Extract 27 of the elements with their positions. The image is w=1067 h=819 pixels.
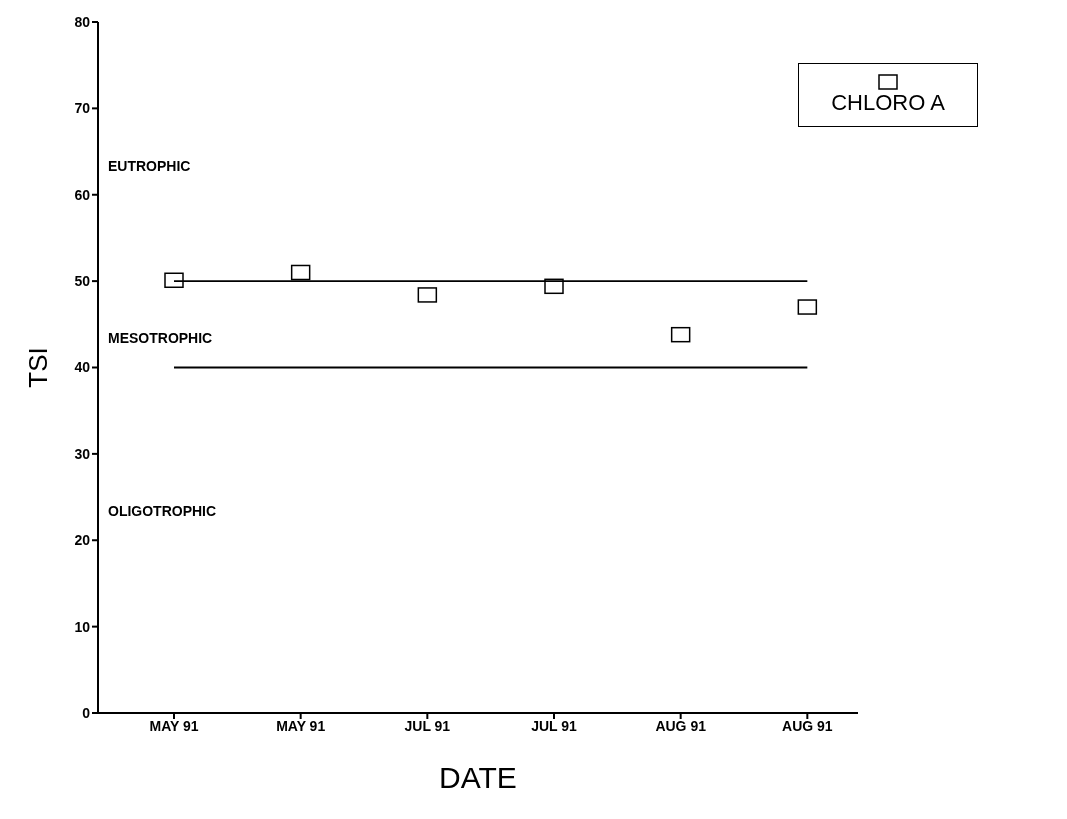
x-tick-label: MAY 91 [276, 717, 326, 734]
y-tick-label: 0 [82, 704, 91, 721]
x-tick-label: JUL 91 [531, 717, 578, 734]
point [417, 287, 438, 303]
y-tick-label: 50 [74, 273, 91, 290]
y-tick-label: 30 [74, 445, 91, 462]
point [797, 299, 818, 315]
point [290, 264, 311, 281]
x-tick-label: AUG 91 [782, 717, 833, 734]
point [164, 272, 184, 289]
y-tick-label: 10 [74, 618, 91, 635]
point [670, 326, 691, 343]
y-tick-label: 80 [74, 13, 91, 30]
annotation: MESOTROPHIC [108, 330, 213, 347]
x-tick-label: AUG 91 [655, 717, 707, 734]
annotation: OLIGOTROPHIC [108, 503, 217, 520]
legend-label: CHLORO A [831, 90, 945, 116]
y-tick-label: 60 [74, 186, 91, 203]
y-tick-label: 40 [74, 359, 91, 376]
x-axis-title: DATE [439, 761, 517, 794]
y-axis-title: TSI [23, 347, 54, 388]
point [544, 278, 564, 295]
y-tick-label: 70 [74, 100, 91, 117]
x-tick-label: MAY 91 [149, 717, 199, 734]
x-tick-label: JUL 91 [404, 717, 451, 734]
annotation: EUTROPHIC [108, 157, 191, 174]
y-tick-label: 20 [74, 532, 91, 549]
